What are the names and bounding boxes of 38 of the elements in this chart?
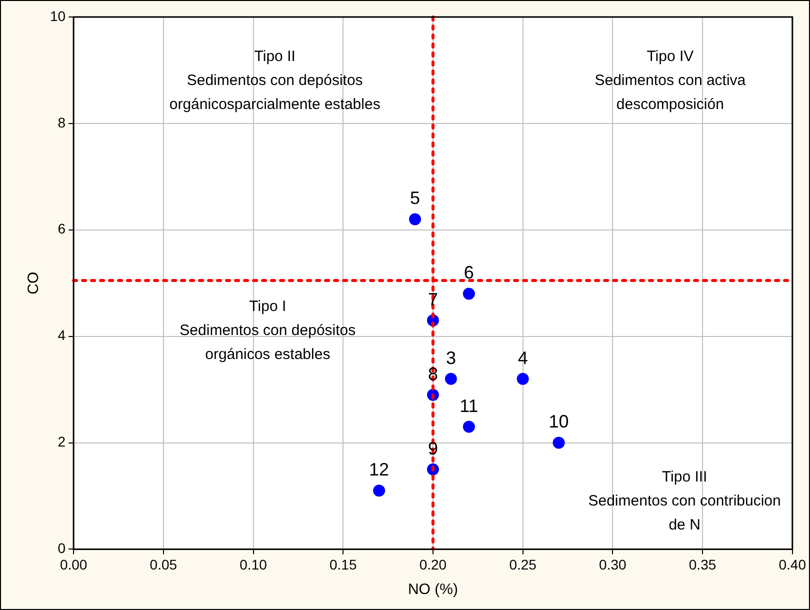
point <box>552 436 565 449</box>
point <box>444 372 457 385</box>
annotation: 8 <box>428 364 438 384</box>
annotation: 5 <box>410 188 420 208</box>
point <box>409 213 422 226</box>
y-tick-label: 4 <box>58 327 66 344</box>
y-tick-label: 8 <box>58 114 66 130</box>
y-tick-label: 2 <box>58 434 66 450</box>
y-tick-label: 6 <box>58 220 66 237</box>
annotation: 10 <box>548 412 569 432</box>
x-tick-label: 0.35 <box>688 556 716 572</box>
x-tick-label: 0.15 <box>330 556 357 572</box>
annotation: 12 <box>369 460 390 480</box>
annotation: 3 <box>446 348 456 368</box>
annotation: Tipo II Sedimentos con depósitos orgánicosparcialmente estables <box>169 48 380 114</box>
x-tick-label: 0.25 <box>509 556 537 572</box>
point <box>516 372 529 385</box>
x-tick-label: 0.10 <box>240 556 268 572</box>
y-tick-label: 0 <box>58 540 66 556</box>
y-axis-title: CO <box>25 272 42 294</box>
x-tick-label: 0.05 <box>150 556 178 572</box>
annotation: 9 <box>428 438 438 458</box>
annotation: 11 <box>460 396 478 416</box>
annotation: Tipo I Sedimentos con depósitos orgánicos estables <box>180 298 356 364</box>
x-tick-label: 0.00 <box>60 556 88 572</box>
annotation: 7 <box>428 289 438 310</box>
x-tick-label: 0.30 <box>599 556 627 572</box>
x-tick-label: 0.20 <box>419 556 447 572</box>
point <box>462 420 475 433</box>
point <box>373 484 386 497</box>
annotation: Tipo IV Sedimentos con activa descomposición <box>594 48 746 114</box>
annotation: Tipo III Sedimentos con contribucion de N <box>588 468 781 534</box>
point <box>462 288 475 300</box>
annotation: 4 <box>518 348 528 368</box>
annotation: 6 <box>464 262 474 283</box>
x-tick-label: 0.40 <box>778 556 806 572</box>
y-tick-label: 10 <box>50 8 66 24</box>
x-axis-title: NO (%) <box>408 581 458 598</box>
